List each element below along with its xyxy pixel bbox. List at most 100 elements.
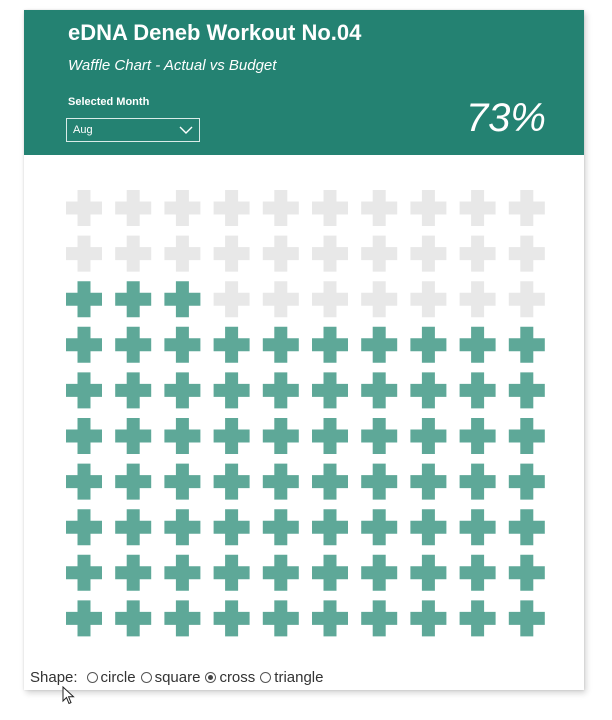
waffle-cell-filled [164,463,201,500]
waffle-cell-empty [361,235,398,272]
waffle-cell-filled [410,600,447,637]
waffle-cell-filled [66,281,102,318]
waffle-cell-empty [66,190,102,226]
waffle-cell-filled [410,463,447,500]
report-card: eDNA Deneb Workout No.04 Waffle Chart - … [24,10,584,690]
waffle-cell-filled [361,418,398,454]
waffle-cell-filled [312,509,348,546]
waffle-cell-empty [262,190,299,226]
shape-option-triangle[interactable]: triangle [260,669,323,686]
shape-option-circle[interactable]: circle [86,668,136,686]
month-dropdown[interactable]: Aug [66,118,200,142]
waffle-cell-filled [262,418,299,454]
waffle-cell-filled [213,418,250,454]
waffle-cell-filled [459,326,496,363]
waffle-cell-filled [115,372,152,409]
waffle-cell-filled [66,418,102,454]
waffle-cell-filled [66,372,102,409]
waffle-cell-empty [312,235,348,272]
waffle-cell-empty [410,235,447,272]
waffle-cell-filled [262,463,299,500]
report-subtitle: Waffle Chart - Actual vs Budget [68,57,277,74]
waffle-cell-filled [164,509,201,546]
waffle-cell-empty [115,190,152,226]
waffle-chart [66,190,545,637]
shape-option-square[interactable]: square [140,668,201,686]
waffle-cell-empty [410,281,447,318]
radio-circle[interactable] [86,671,98,683]
waffle-cell-filled [312,463,348,500]
waffle-cell-filled [361,509,398,546]
waffle-cell-empty [115,235,152,272]
waffle-cell-empty [459,281,496,318]
radio-square[interactable] [140,671,152,683]
waffle-cell-filled [410,326,447,363]
radio-cross[interactable] [205,671,217,683]
waffle-cell-filled [115,463,152,500]
waffle-cell-empty [262,281,299,318]
percent-kpi: 73% [465,96,546,140]
waffle-cell-filled [115,281,152,318]
waffle-cell-filled [262,372,299,409]
waffle-cell-empty [312,281,348,318]
waffle-cell-filled [459,418,496,454]
report-title: eDNA Deneb Workout No.04 [68,20,362,45]
waffle-cell-filled [508,554,545,591]
waffle-cell-filled [164,554,201,591]
waffle-cell-empty [361,190,398,226]
waffle-cell-filled [459,372,496,409]
waffle-cell-filled [115,418,152,454]
waffle-cell-filled [66,600,102,637]
waffle-cell-filled [262,326,299,363]
waffle-cell-filled [213,372,250,409]
waffle-cell-empty [361,281,398,318]
waffle-cell-filled [115,509,152,546]
waffle-cell-filled [164,600,201,637]
waffle-cell-filled [213,326,250,363]
mouse-pointer-icon [62,686,75,705]
waffle-cell-filled [213,509,250,546]
shape-label: Shape: [30,668,78,686]
waffle-cell-empty [213,281,250,318]
waffle-cell-filled [459,509,496,546]
waffle-cell-filled [164,418,201,454]
waffle-cell-empty [262,235,299,272]
waffle-cell-filled [312,418,348,454]
waffle-cell-filled [459,600,496,637]
waffle-cell-filled [459,554,496,591]
waffle-cell-empty [164,190,201,226]
report-header: eDNA Deneb Workout No.04 Waffle Chart - … [24,10,584,155]
waffle-cell-filled [213,463,250,500]
month-slicer-label: Selected Month [68,96,150,108]
waffle-cell-filled [508,326,545,363]
shape-radio-group: Shape: circle square cross triangle [30,666,328,688]
waffle-cell-filled [361,463,398,500]
waffle-cell-filled [213,600,250,637]
chevron-down-icon [179,126,193,134]
waffle-cell-filled [213,554,250,591]
waffle-cell-filled [508,600,545,637]
shape-option-cross[interactable]: cross [205,669,255,686]
waffle-cell-filled [459,463,496,500]
waffle-cell-filled [66,326,102,363]
waffle-cell-empty [508,190,545,226]
waffle-cell-empty [508,281,545,318]
waffle-cell-empty [459,235,496,272]
radio-triangle[interactable] [260,671,272,683]
waffle-cell-filled [312,372,348,409]
waffle-cell-filled [164,326,201,363]
waffle-cell-filled [312,600,348,637]
shape-option-label: circle [100,668,136,686]
waffle-cell-filled [410,554,447,591]
shape-option-label: triangle [274,668,324,686]
waffle-cell-empty [459,190,496,226]
waffle-cell-empty [410,190,447,226]
waffle-cell-empty [66,235,102,272]
waffle-cell-empty [213,190,250,226]
waffle-cell-filled [410,418,447,454]
waffle-cell-filled [508,463,545,500]
waffle-cell-filled [66,463,102,500]
waffle-cell-filled [115,326,152,363]
shape-option-label: square [154,668,201,686]
waffle-cell-filled [164,281,201,318]
